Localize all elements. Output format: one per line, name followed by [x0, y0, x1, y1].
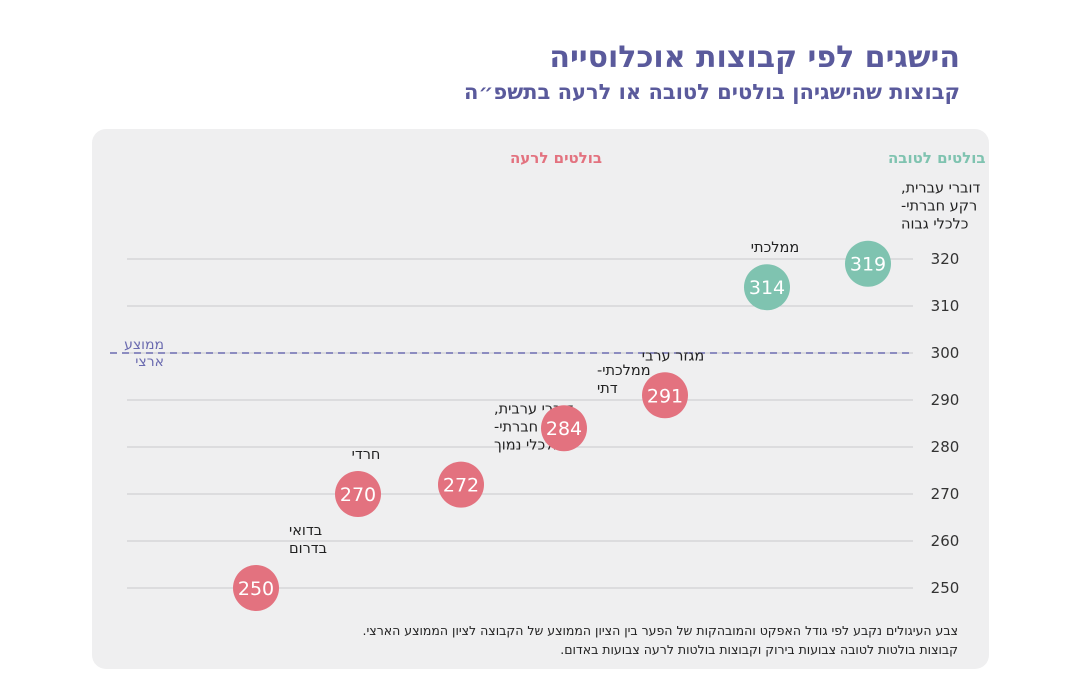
data-point-2: [335, 471, 381, 517]
data-point-value-7: 319: [850, 254, 886, 276]
data-point-value-4: 284: [546, 418, 582, 440]
data-point-4: [541, 405, 587, 452]
data-point-label-7-line-2: רקע חברתי-: [901, 199, 977, 215]
legend-bad-label: בולטים לרעה: [510, 149, 602, 167]
y-tick-label-280: 280: [931, 438, 960, 456]
data-point-label-1-line-2: בדרום: [289, 541, 327, 557]
data-point-7: [845, 240, 891, 287]
data-point-value-1: 250: [238, 578, 274, 600]
data-point-label-4-line-1: ממלכתי-: [597, 363, 651, 379]
data-point-label-3-line-3: כלכלי נמוך: [494, 438, 561, 454]
footnote: צבע העיגולים נקבע לפי גודל האפקט והמובהק…: [363, 621, 958, 659]
data-point-label-1-line-1: בדואי: [289, 523, 322, 539]
legend-good-label: בולטים לטובה: [888, 149, 986, 167]
data-point-5: [642, 372, 688, 419]
footnote-line-2: קבוצות בולטות לטובה צבועות בירוק וקבוצות…: [560, 642, 958, 657]
y-tick-label-260: 260: [931, 532, 960, 550]
data-point-value-6: 314: [749, 277, 785, 299]
data-point-value-3: 272: [443, 475, 479, 497]
data-point-value-2: 270: [340, 484, 376, 506]
data-point-value-5: 291: [647, 385, 683, 407]
chart-title: הישגים לפי קבוצות אוכלוסייה: [549, 40, 960, 75]
data-point-label-5-line-1: מגזר ערבי: [642, 348, 705, 364]
data-point-label-7-line-3: כלכלי גבוה: [901, 217, 968, 233]
y-tick-label-320: 320: [931, 250, 960, 268]
data-point-1: [233, 565, 279, 611]
chart-subtitle: קבוצות שהישגיהן בולטים לטובה או לרעה בתש…: [464, 80, 960, 104]
data-point-label-7-line-1: דוברי עברית,: [901, 181, 980, 197]
data-point-3: [438, 461, 484, 508]
data-point-label-4-line-2: דתי: [597, 381, 618, 397]
y-tick-label-270: 270: [931, 485, 960, 503]
national-average-label-line-1: ממוצע: [124, 337, 164, 353]
national-average-label-line-2: ארצי: [135, 354, 164, 370]
y-tick-label-300: 300: [931, 344, 960, 362]
data-point-6: [744, 264, 790, 311]
y-tick-label-310: 310: [931, 297, 960, 315]
data-point-label-2-line-1: חרדי: [352, 447, 381, 463]
footnote-line-1: צבע העיגולים נקבע לפי גודל האפקט והמובהק…: [362, 623, 958, 638]
y-tick-label-290: 290: [931, 391, 960, 409]
y-tick-label-250: 250: [931, 579, 960, 597]
data-point-label-6-line-1: ממלכתי: [751, 240, 799, 256]
